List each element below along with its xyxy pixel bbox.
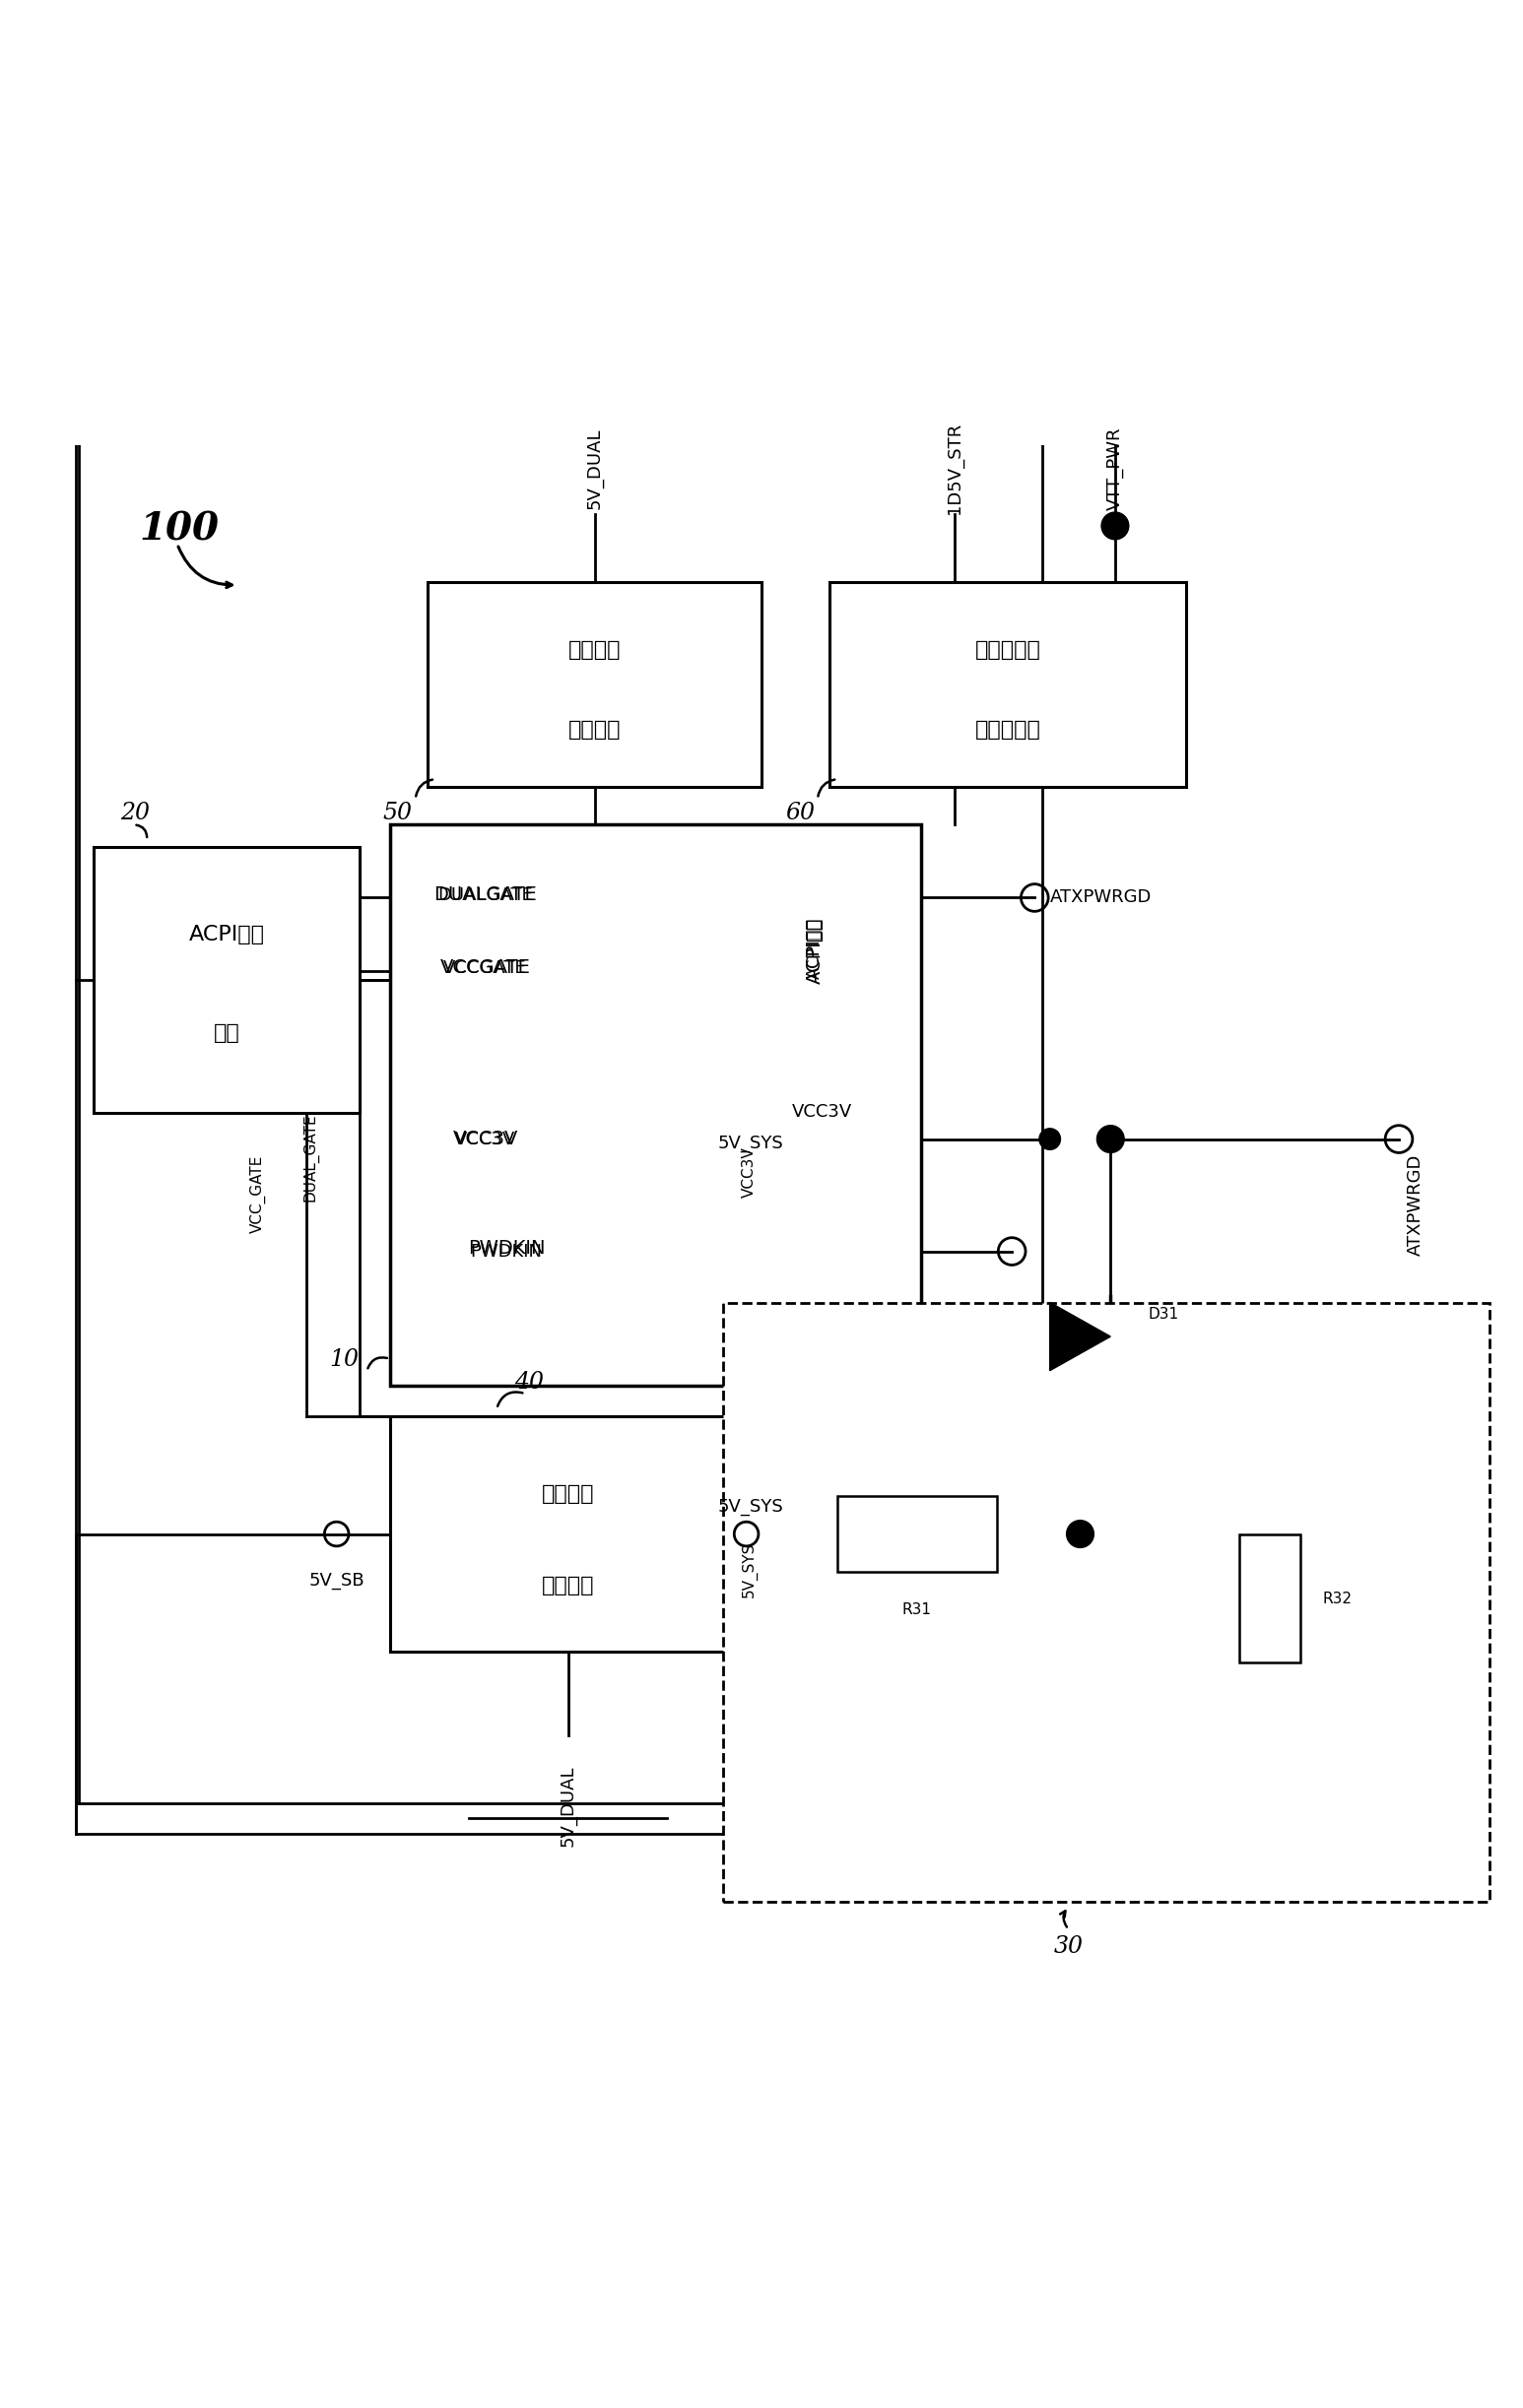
Text: 1D5V_STR: 1D5V_STR (946, 421, 964, 515)
Text: ACPI芯片: ACPI芯片 (806, 917, 824, 978)
Text: DUALGATE: DUALGATE (437, 886, 533, 903)
Bar (390, 824, 921, 1387)
Bar (428, 583, 762, 787)
Circle shape (1101, 513, 1129, 539)
Text: 双重电源: 双重电源 (542, 1483, 594, 1505)
Circle shape (1097, 1125, 1124, 1153)
Bar (838, 1495, 996, 1572)
Bar (94, 848, 359, 1112)
Text: ATXPWRGD: ATXPWRGD (1406, 1153, 1424, 1257)
Text: 5V_SB: 5V_SB (309, 1572, 364, 1589)
Text: 5V_SYS: 5V_SYS (717, 1498, 783, 1515)
Bar (1240, 1534, 1301, 1664)
Text: 100: 100 (139, 510, 219, 547)
Text: DUAL_GATE: DUAL_GATE (303, 1112, 318, 1202)
Text: DUALGATE: DUALGATE (434, 886, 538, 905)
Bar (390, 1416, 746, 1652)
Text: 5V_DUAL: 5V_DUAL (559, 1765, 577, 1847)
Text: VCC_GATE: VCC_GATE (250, 1153, 265, 1233)
Text: R31: R31 (902, 1601, 932, 1618)
Text: ACPI芯片: ACPI芯片 (806, 917, 824, 985)
Text: VCC3V: VCC3V (742, 1146, 757, 1197)
Text: VCC3V: VCC3V (452, 1129, 518, 1149)
Text: VCCGATE: VCCGATE (443, 958, 527, 978)
Text: 前端总线电: 前端总线电 (975, 641, 1042, 660)
Text: 30: 30 (1054, 1936, 1083, 1958)
Text: 产生电路: 产生电路 (568, 720, 621, 739)
Text: 60: 60 (784, 802, 815, 824)
Bar (830, 583, 1186, 787)
Text: 5V_DUAL: 5V_DUAL (586, 429, 603, 508)
Text: 20: 20 (120, 802, 149, 824)
Text: 产生电路: 产生电路 (542, 1575, 594, 1597)
Text: 40: 40 (515, 1370, 544, 1394)
Text: 内存电源: 内存电源 (568, 641, 621, 660)
Text: D31: D31 (1148, 1308, 1179, 1322)
Bar (723, 1303, 1489, 1902)
Polygon shape (1049, 1303, 1110, 1370)
Text: 5V_SYS: 5V_SYS (742, 1541, 758, 1597)
Text: PWDKIN: PWDKIN (471, 1243, 542, 1259)
Text: 5V_SYS: 5V_SYS (717, 1134, 783, 1153)
Circle shape (1066, 1519, 1094, 1548)
Text: ACPI芯片: ACPI芯片 (189, 925, 265, 944)
Text: R32: R32 (1323, 1592, 1352, 1606)
Text: 50: 50 (382, 802, 413, 824)
Text: 10: 10 (330, 1348, 359, 1370)
Text: 源产生电路: 源产生电路 (975, 720, 1042, 739)
Text: VCC3V: VCC3V (455, 1129, 515, 1149)
Text: VTT_PWR: VTT_PWR (1106, 426, 1124, 510)
Text: ATXPWRGD: ATXPWRGD (1049, 889, 1151, 905)
Text: VCCGATE: VCCGATE (440, 958, 530, 978)
Text: VCC3V: VCC3V (792, 1103, 853, 1120)
Text: 电源: 电源 (213, 1023, 239, 1043)
Circle shape (1039, 1129, 1060, 1149)
Text: PWDKIN: PWDKIN (468, 1240, 545, 1257)
